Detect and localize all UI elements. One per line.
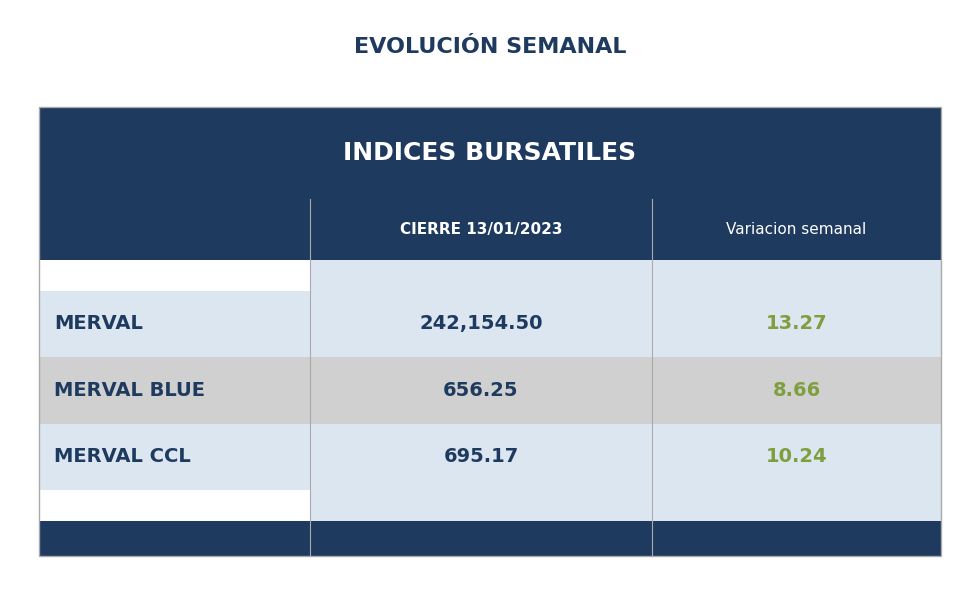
Bar [310, 198, 653, 260]
Bar [39, 291, 310, 357]
Text: 656.25: 656.25 [443, 381, 518, 400]
Bar [39, 107, 941, 556]
Text: INDICES BURSATILES: INDICES BURSATILES [343, 140, 637, 165]
Bar [653, 357, 941, 423]
Bar [39, 107, 941, 198]
Text: EVOLUCIÓN SEMANAL: EVOLUCIÓN SEMANAL [354, 37, 626, 57]
Bar [310, 357, 653, 423]
Bar [310, 291, 653, 357]
Bar [39, 490, 310, 521]
Text: MERVAL: MERVAL [54, 314, 143, 333]
Text: 10.24: 10.24 [765, 448, 827, 466]
Text: Variacion semanal: Variacion semanal [726, 222, 866, 237]
Text: 695.17: 695.17 [443, 448, 518, 466]
Text: 8.66: 8.66 [772, 381, 820, 400]
Bar [310, 490, 653, 521]
Bar [653, 291, 941, 357]
Bar [310, 260, 653, 291]
Bar [653, 423, 941, 490]
Text: CIERRE 13/01/2023: CIERRE 13/01/2023 [400, 222, 563, 237]
Bar [653, 490, 941, 521]
Bar [39, 198, 310, 260]
Bar [39, 357, 310, 423]
Text: MERVAL CCL: MERVAL CCL [54, 448, 191, 466]
Bar [39, 260, 310, 291]
Bar [39, 423, 310, 490]
Bar [310, 423, 653, 490]
Bar [653, 260, 941, 291]
Text: MERVAL BLUE: MERVAL BLUE [54, 381, 205, 400]
Bar [653, 198, 941, 260]
Bar [39, 521, 941, 556]
Text: 242,154.50: 242,154.50 [419, 314, 543, 333]
Text: 13.27: 13.27 [765, 314, 827, 333]
